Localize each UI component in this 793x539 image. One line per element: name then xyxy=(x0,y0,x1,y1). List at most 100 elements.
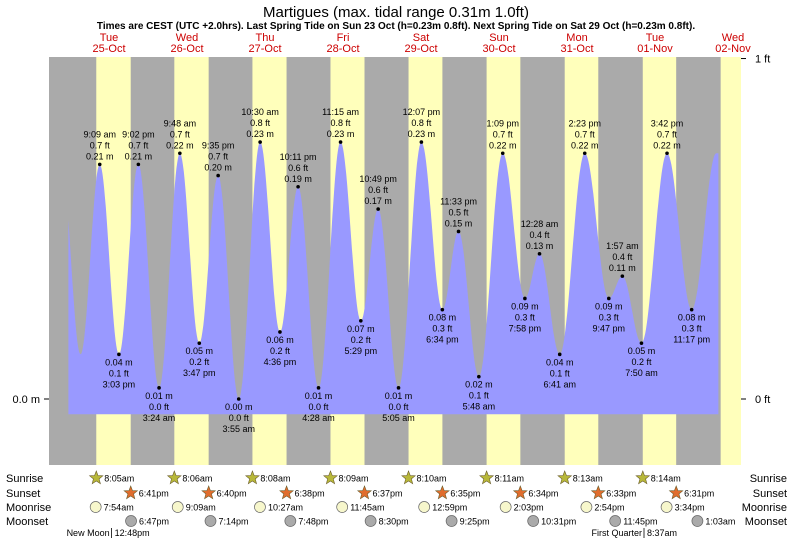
tide-point xyxy=(338,140,343,144)
low-tide-label: 0.04 m0.1 ft6:41 am xyxy=(543,352,576,389)
tide-height-m: 0.05 m xyxy=(186,346,214,356)
high-tide-label: 1:57 am0.4 ft0.11 m xyxy=(606,241,639,278)
tide-height-ft: 0.7 ft xyxy=(575,129,596,139)
moonset-moon-icon xyxy=(125,515,137,527)
tide-height-m: 0.01 m xyxy=(385,391,413,401)
tide-point xyxy=(456,229,461,234)
tide-height-ft: 0.2 ft xyxy=(270,346,291,356)
low-tide-label: 0.00 m0.0 ft3:55 am xyxy=(222,397,255,434)
tide-time: 4:36 pm xyxy=(264,357,297,367)
sunrise-star-icon xyxy=(635,470,651,485)
high-tide-label: 9:09 am0.7 ft0.21 m xyxy=(83,129,116,167)
day-weekday: Tue xyxy=(100,32,119,44)
low-tide-label: 0.05 m0.2 ft7:50 am xyxy=(625,341,658,378)
sunset-event: 6:37pm xyxy=(356,485,403,500)
high-tide-label: 9:48 am0.7 ft0.22 m xyxy=(164,118,196,156)
sunrise-star-icon xyxy=(401,470,417,485)
tide-height-ft: 0.3 ft xyxy=(515,312,536,322)
tide-height-ft: 0.1 ft xyxy=(109,368,130,378)
moon-phase-time: 8:37am xyxy=(647,528,677,538)
day-weekday: Wed xyxy=(176,32,198,44)
row-label-left: Sunrise xyxy=(6,473,43,485)
chart-subtitle: Times are CEST (UTC +2.0hrs). Last Sprin… xyxy=(97,21,695,32)
sunrise-time: 8:05am xyxy=(104,474,134,484)
sunrise-time: 8:10am xyxy=(417,474,447,484)
tide-time: 10:30 am xyxy=(241,107,279,117)
tide-point xyxy=(316,386,321,390)
sunset-event: 6:35pm xyxy=(434,485,480,500)
tide-height-ft: 0.8 ft xyxy=(411,118,432,128)
tide-height-m: 0.23 m xyxy=(408,129,436,139)
sunset-star-icon xyxy=(279,485,295,500)
moon-phase-name: First Quarter xyxy=(591,528,642,538)
moonset-moon-icon xyxy=(445,515,458,527)
sunrise-time: 8:11am xyxy=(495,474,524,484)
row-label-left: Moonset xyxy=(6,516,48,528)
tide-height-ft: 0.1 ft xyxy=(550,368,571,378)
sunrise-event: 8:10am xyxy=(401,470,447,485)
tide-time: 7:58 pm xyxy=(509,323,542,333)
tide-height-m: 0.21 m xyxy=(125,151,153,161)
tide-time: 11:33 pm xyxy=(440,196,477,206)
tide-point xyxy=(620,274,625,278)
tide-time: 3:03 pm xyxy=(103,379,136,389)
tide-height-ft: 0.6 ft xyxy=(368,185,389,195)
tide-time: 9:47 pm xyxy=(593,323,626,333)
tide-height-ft: 0.3 ft xyxy=(599,312,620,322)
tide-time: 3:55 am xyxy=(222,424,255,434)
tide-height-m: 0.00 m xyxy=(225,402,253,412)
moonset-time: 1:03am xyxy=(705,517,735,527)
tide-point xyxy=(236,397,241,401)
moonrise-moon-icon xyxy=(580,501,593,513)
tide-height-m: 0.09 m xyxy=(511,301,539,311)
moon-phase: New Moon 12:48pm xyxy=(67,528,150,538)
sunrise-time: 8:13am xyxy=(573,474,603,484)
tide-height-ft: 0.1 ft xyxy=(469,391,490,401)
tide-height-m: 0.08 m xyxy=(429,313,457,323)
sunset-time: 6:38pm xyxy=(295,489,325,499)
moonrise-event: 2:03pm xyxy=(499,501,544,513)
sunrise-time: 8:09am xyxy=(338,474,368,484)
tide-point xyxy=(376,207,380,211)
tide-height-m: 0.06 m xyxy=(266,335,294,345)
sunset-star-icon xyxy=(123,485,139,500)
day-weekday: Tue xyxy=(646,32,665,44)
moonrise-event: 2:54pm xyxy=(580,501,624,513)
tide-height-ft: 0.7 ft xyxy=(493,129,514,139)
tide-height-ft: 0.0 ft xyxy=(229,413,250,423)
tide-time: 9:35 pm xyxy=(202,141,235,151)
tide-time: 3:42 pm xyxy=(651,118,684,128)
tide-height-ft: 0.5 ft xyxy=(449,207,470,217)
tide-height-ft: 0.7 ft xyxy=(170,129,191,139)
tide-height-ft: 0.3 ft xyxy=(682,324,703,334)
tide-height-m: 0.05 m xyxy=(628,346,656,356)
sunset-star-icon xyxy=(201,485,217,500)
sunset-event: 6:38pm xyxy=(279,485,325,500)
tide-point xyxy=(440,307,445,312)
sunrise-event: 8:11am xyxy=(479,470,524,485)
left-axis-label: 0.0 m xyxy=(12,394,40,406)
tide-time: 3:47 pm xyxy=(183,368,216,378)
sunset-event: 6:41pm xyxy=(123,485,169,500)
sunset-time: 6:37pm xyxy=(373,489,403,499)
moonrise-moon-icon xyxy=(89,501,102,513)
low-tide-label: 0.08 m0.3 ft6:34 pm xyxy=(426,307,459,345)
tide-height-ft: 0.2 ft xyxy=(351,335,372,345)
tide-point xyxy=(197,341,202,345)
tide-height-m: 0.20 m xyxy=(204,163,232,173)
moonset-event: 10:31pm xyxy=(527,515,576,527)
moonrise-time: 10:27am xyxy=(268,503,303,513)
sunrise-star-icon xyxy=(557,470,573,485)
tide-curve-area xyxy=(68,142,719,415)
sunrise-star-icon xyxy=(244,470,260,485)
right-axis-label: 0 ft xyxy=(755,394,770,406)
moonrise-event: 11:45am xyxy=(336,501,385,513)
high-tide-label: 9:35 pm0.7 ft0.20 m xyxy=(202,141,235,178)
moon-phase-time: 12:48pm xyxy=(115,528,150,538)
day-headers: Tue25-OctWed26-OctThu27-OctFri28-OctSat2… xyxy=(92,32,751,55)
sunrise-event: 8:05am xyxy=(88,470,134,485)
moonrise-moon-icon xyxy=(254,501,266,513)
tide-time: 5:48 am xyxy=(463,402,496,412)
sunset-event: 6:40pm xyxy=(201,485,247,500)
low-tide-label: 0.01 m0.0 ft3:24 am xyxy=(143,386,175,423)
